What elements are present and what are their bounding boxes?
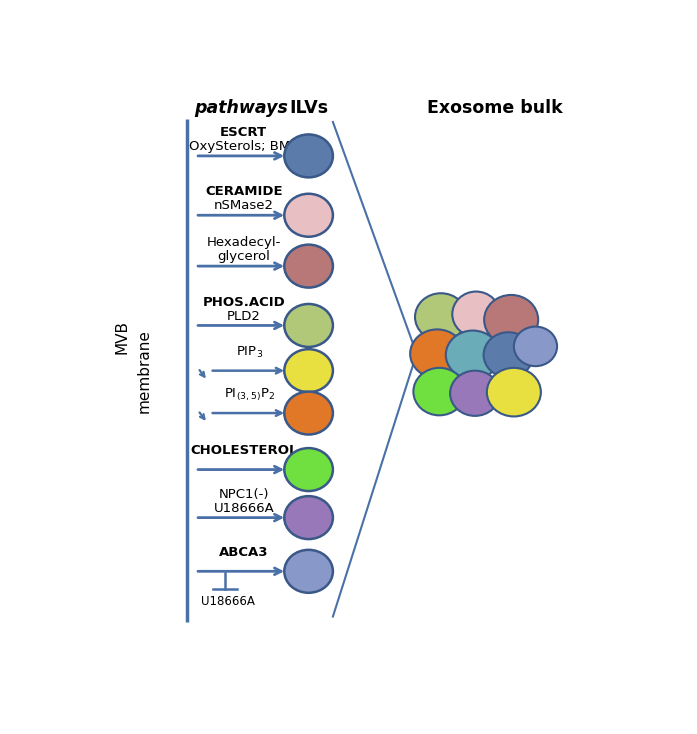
Ellipse shape: [514, 327, 557, 366]
Text: nSMase2: nSMase2: [214, 200, 274, 212]
Ellipse shape: [410, 330, 464, 378]
Ellipse shape: [284, 448, 333, 491]
Text: ESCRT: ESCRT: [220, 126, 268, 139]
Ellipse shape: [484, 333, 533, 377]
Ellipse shape: [452, 291, 500, 337]
Text: ABCA3: ABCA3: [219, 546, 268, 559]
Ellipse shape: [284, 194, 333, 237]
Text: MVB: MVB: [115, 320, 130, 354]
Text: PIP$_3$: PIP$_3$: [236, 346, 263, 360]
Text: Hexadecyl-: Hexadecyl-: [206, 236, 281, 249]
Ellipse shape: [484, 295, 538, 345]
Ellipse shape: [284, 391, 333, 435]
Ellipse shape: [487, 368, 541, 416]
Ellipse shape: [284, 304, 333, 347]
Ellipse shape: [413, 368, 466, 415]
Text: ILVs: ILVs: [289, 99, 328, 117]
Ellipse shape: [284, 496, 333, 539]
Ellipse shape: [450, 371, 500, 416]
Text: PLD2: PLD2: [227, 310, 261, 323]
Text: NPC1(-): NPC1(-): [219, 487, 269, 501]
Text: Exosome bulk: Exosome bulk: [427, 99, 562, 117]
Text: pathways: pathways: [194, 99, 288, 117]
Ellipse shape: [284, 244, 333, 288]
Text: membrane: membrane: [137, 329, 151, 413]
Text: glycerol: glycerol: [217, 250, 270, 264]
Text: CHOLESTEROL: CHOLESTEROL: [190, 444, 298, 457]
Ellipse shape: [284, 550, 333, 593]
Text: OxySterols; BMP: OxySterols; BMP: [189, 140, 298, 153]
Text: U18666A: U18666A: [201, 595, 254, 608]
Ellipse shape: [415, 294, 467, 341]
Text: PHOS.ACID: PHOS.ACID: [202, 296, 285, 308]
Ellipse shape: [284, 134, 333, 178]
Text: PI$_{(3,5)}$P$_2$: PI$_{(3,5)}$P$_2$: [224, 387, 275, 403]
Ellipse shape: [284, 349, 333, 392]
Ellipse shape: [446, 330, 500, 379]
Text: U18666A: U18666A: [213, 502, 274, 515]
Text: CERAMIDE: CERAMIDE: [205, 185, 282, 198]
